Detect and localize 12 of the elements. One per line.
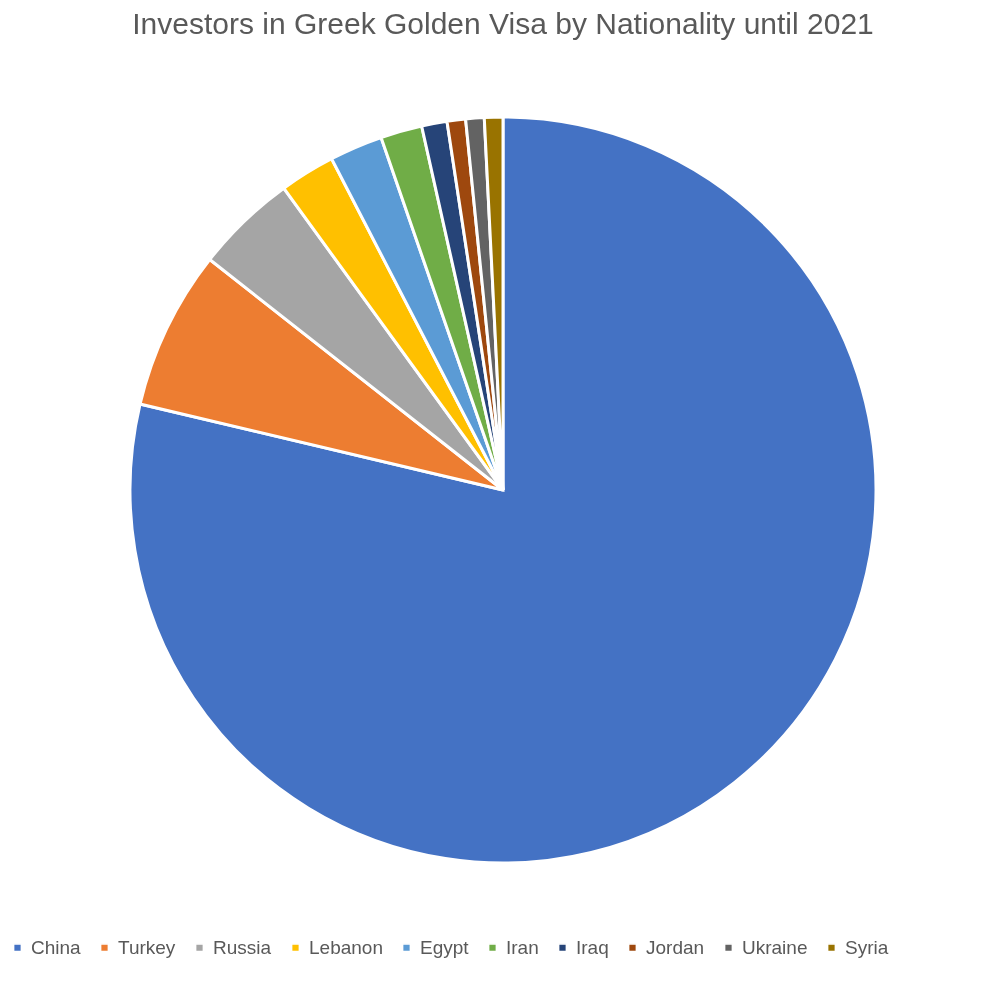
legend-label: China (31, 936, 82, 958)
legend-label: Syria (845, 936, 889, 958)
legend-label: Lebanon (309, 936, 383, 958)
legend-label: Turkey (118, 936, 176, 958)
legend-label: Ukraine (742, 936, 808, 958)
pie-slice (128, 115, 878, 865)
legend-label: Iran (506, 936, 539, 958)
legend-label: Iraq (576, 936, 609, 958)
legend-label: Jordan (646, 936, 705, 958)
legend-label: Russia (213, 936, 272, 958)
chart-title: Investors in Greek Golden Visa by Nationality until 2021 (132, 7, 874, 40)
legend-label: Egypt (420, 936, 470, 958)
